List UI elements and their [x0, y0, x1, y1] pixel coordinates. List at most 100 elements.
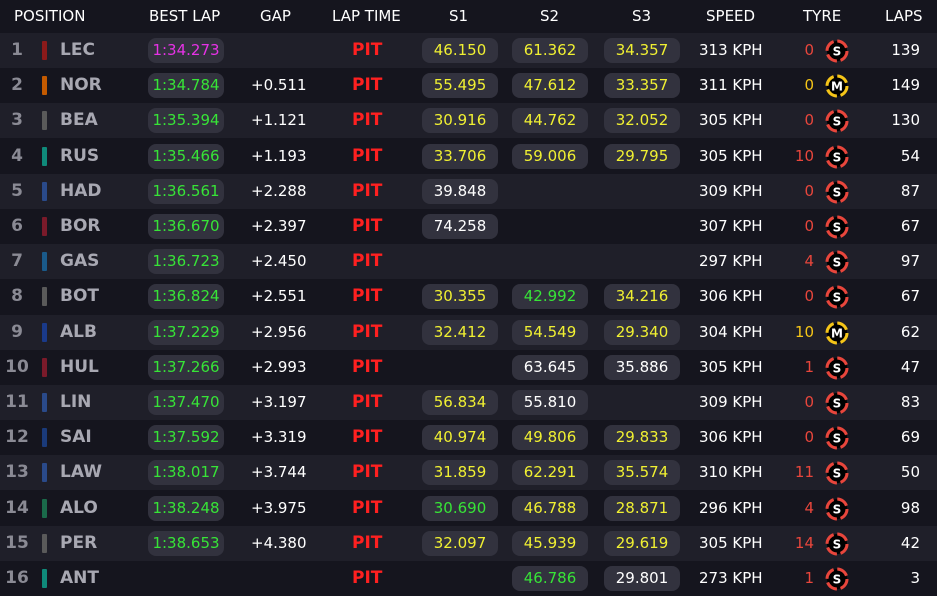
table-row[interactable]: 2 NOR 1:34.784 +0.511 PIT 55.495 47.612 33.357 3… — [0, 68, 937, 104]
best-lap-time: 1:34.273 — [148, 38, 224, 63]
driver-code[interactable]: RUS — [60, 145, 100, 166]
table-row[interactable]: 11 LIN 1:37.470 +3.197 PIT 56.834 55.810 309 KP… — [0, 385, 937, 420]
driver-code[interactable]: HUL — [60, 356, 99, 377]
table-row[interactable]: 9 ALB 1:37.229 +2.956 PIT 32.412 54.549 29.340 3… — [0, 314, 937, 350]
table-row[interactable]: 14 ALO 1:38.248 +3.975 PIT 30.690 46.788 28.871… — [0, 490, 937, 526]
col-tyre[interactable]: TYRE — [803, 7, 842, 25]
position-number: 15 — [5, 532, 29, 553]
gap-value: +3.744 — [251, 463, 307, 482]
position-number: 3 — [11, 110, 23, 131]
speed-value: 305 KPH — [699, 146, 763, 165]
position-number: 13 — [5, 462, 29, 483]
team-color-bar — [42, 393, 47, 412]
position-number: 16 — [5, 568, 29, 588]
team-color-bar — [42, 41, 47, 60]
best-lap-time: 1:37.470 — [148, 390, 224, 415]
sector-s3-time: 35.574 — [604, 460, 680, 486]
driver-code[interactable]: LEC — [60, 40, 95, 60]
best-lap-time: 1:37.229 — [148, 319, 224, 345]
table-row[interactable]: 15 PER 1:38.653 +4.380 PIT 32.097 45.939 29.619… — [0, 525, 937, 561]
table-row[interactable]: 1 LEC 1:34.273 PIT 46.150 61.362 34.357 313 KPH… — [0, 33, 937, 68]
laps-count: 42 — [900, 533, 920, 552]
driver-code[interactable]: HAD — [60, 180, 102, 201]
position-number: 14 — [5, 497, 29, 518]
best-lap-time: 1:36.824 — [148, 284, 224, 310]
col-best-lap[interactable]: BEST LAP — [149, 7, 221, 25]
driver-code[interactable]: ALB — [60, 321, 97, 342]
driver-code[interactable]: BOR — [60, 216, 101, 236]
sector-s1-time: 30.916 — [422, 108, 498, 134]
soft-tyre-icon: S — [825, 391, 849, 415]
team-color-bar — [42, 569, 47, 588]
team-color-bar — [42, 533, 47, 553]
table-row[interactable]: 16 ANT PIT 46.786 29.801 273 KPH 1 S 3 — [0, 561, 937, 596]
svg-text:S: S — [833, 537, 842, 551]
lap-time-status: PIT — [352, 75, 383, 96]
table-row[interactable]: 7 GAS 1:36.723 +2.450 PIT 297 KPH 4 S 97 — [0, 244, 937, 280]
driver-code[interactable]: ALO — [60, 497, 98, 518]
driver-code[interactable]: NOR — [60, 75, 102, 96]
sector-s1-time: 40.974 — [422, 425, 498, 451]
laps-count: 149 — [891, 76, 920, 95]
gap-value: +2.450 — [251, 252, 307, 271]
soft-tyre-icon: S — [825, 109, 849, 133]
gap-value: +4.380 — [251, 533, 307, 552]
tyre-age: 0 — [804, 41, 814, 59]
position-number: 2 — [11, 75, 23, 96]
sector-s3-time: 28.871 — [604, 495, 680, 521]
svg-text:S: S — [833, 432, 842, 446]
sector-s3-time: 29.795 — [604, 143, 680, 169]
laps-count: 98 — [900, 498, 920, 517]
medium-tyre-icon: M — [825, 321, 849, 345]
sector-s3-time: 33.357 — [604, 73, 680, 99]
table-row[interactable]: 10 HUL 1:37.266 +2.993 PIT 63.645 35.886 305 KP… — [0, 349, 937, 385]
laps-count: 67 — [900, 287, 920, 306]
svg-text:S: S — [833, 291, 842, 305]
table-row[interactable]: 8 BOT 1:36.824 +2.551 PIT 30.355 42.992 34.216 3… — [0, 279, 937, 315]
table-row[interactable]: 12 SAI 1:37.592 +3.319 PIT 40.974 49.806 29.833… — [0, 420, 937, 456]
table-row[interactable]: 3 BEA 1:35.394 +1.121 PIT 30.916 44.762 32.052 3… — [0, 103, 937, 139]
col-s3[interactable]: S3 — [632, 7, 652, 25]
driver-code[interactable]: SAI — [60, 427, 92, 448]
sector-s2-time: 59.006 — [512, 143, 588, 169]
sector-s1-time: 39.848 — [422, 178, 498, 204]
driver-code[interactable]: PER — [60, 532, 98, 553]
sector-s1-time: 32.412 — [422, 319, 498, 345]
lap-time-status: PIT — [352, 427, 383, 448]
col-s2[interactable]: S2 — [540, 7, 560, 25]
svg-text:S: S — [833, 256, 842, 270]
best-lap-time: 1:38.017 — [148, 460, 224, 486]
driver-code[interactable]: BOT — [60, 286, 100, 307]
lap-time-status: PIT — [352, 40, 383, 60]
table-row[interactable]: 5 HAD 1:36.561 +2.288 PIT 39.848 309 KPH 0 S 87 — [0, 173, 937, 209]
col-laps[interactable]: LAPS — [885, 7, 923, 25]
col-gap[interactable]: GAP — [260, 7, 291, 25]
driver-code[interactable]: LIN — [60, 392, 92, 412]
speed-value: 307 KPH — [699, 217, 763, 235]
table-row[interactable]: 13 LAW 1:38.017 +3.744 PIT 31.859 62.291 35.574… — [0, 455, 937, 491]
col-lap-time[interactable]: LAP TIME — [332, 7, 401, 25]
col-position[interactable]: POSITION — [14, 7, 86, 25]
best-lap-time: 1:38.248 — [148, 495, 224, 521]
sector-s1-time: 33.706 — [422, 143, 498, 169]
col-speed[interactable]: SPEED — [706, 7, 756, 25]
table-row[interactable]: 4 RUS 1:35.466 +1.193 PIT 33.706 59.006 29.795 3… — [0, 138, 937, 174]
soft-tyre-icon: S — [825, 215, 849, 239]
laps-count: 87 — [900, 181, 920, 200]
speed-value: 305 KPH — [699, 111, 763, 130]
driver-code[interactable]: ANT — [60, 568, 99, 588]
svg-text:S: S — [833, 502, 842, 516]
driver-code[interactable]: LAW — [60, 462, 102, 483]
laps-count: 50 — [900, 463, 920, 482]
driver-code[interactable]: BEA — [60, 110, 98, 131]
sector-s2-time: 47.612 — [512, 73, 588, 99]
driver-code[interactable]: GAS — [60, 251, 100, 272]
speed-value: 306 KPH — [699, 287, 763, 306]
lap-time-status: PIT — [352, 145, 383, 166]
sector-s1-time: 32.097 — [422, 530, 498, 556]
table-row[interactable]: 6 BOR 1:36.670 +2.397 PIT 74.258 307 KPH 0 S 67 — [0, 209, 937, 244]
sector-s2-time: 49.806 — [512, 425, 588, 451]
speed-value: 304 KPH — [699, 322, 763, 341]
col-s1[interactable]: S1 — [449, 7, 469, 25]
sector-s2-time: 55.810 — [512, 390, 588, 415]
